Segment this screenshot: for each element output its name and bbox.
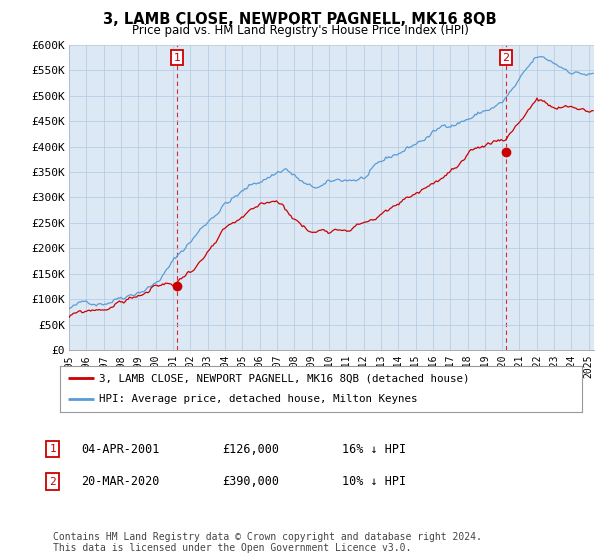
Text: Contains HM Land Registry data © Crown copyright and database right 2024.
This d: Contains HM Land Registry data © Crown c… (53, 531, 482, 553)
Text: 3, LAMB CLOSE, NEWPORT PAGNELL, MK16 8QB (detached house): 3, LAMB CLOSE, NEWPORT PAGNELL, MK16 8QB… (99, 373, 470, 383)
Text: HPI: Average price, detached house, Milton Keynes: HPI: Average price, detached house, Milt… (99, 394, 418, 404)
Text: 20-MAR-2020: 20-MAR-2020 (81, 475, 160, 488)
Text: 2: 2 (49, 477, 56, 487)
Text: 3, LAMB CLOSE, NEWPORT PAGNELL, MK16 8QB: 3, LAMB CLOSE, NEWPORT PAGNELL, MK16 8QB (103, 12, 497, 27)
Text: 2: 2 (502, 53, 509, 63)
Text: Price paid vs. HM Land Registry's House Price Index (HPI): Price paid vs. HM Land Registry's House … (131, 24, 469, 37)
Text: £390,000: £390,000 (222, 475, 279, 488)
Text: 1: 1 (49, 444, 56, 454)
Text: £126,000: £126,000 (222, 442, 279, 456)
Text: 1: 1 (174, 53, 181, 63)
Text: 10% ↓ HPI: 10% ↓ HPI (342, 475, 406, 488)
Text: 04-APR-2001: 04-APR-2001 (81, 442, 160, 456)
Text: 16% ↓ HPI: 16% ↓ HPI (342, 442, 406, 456)
